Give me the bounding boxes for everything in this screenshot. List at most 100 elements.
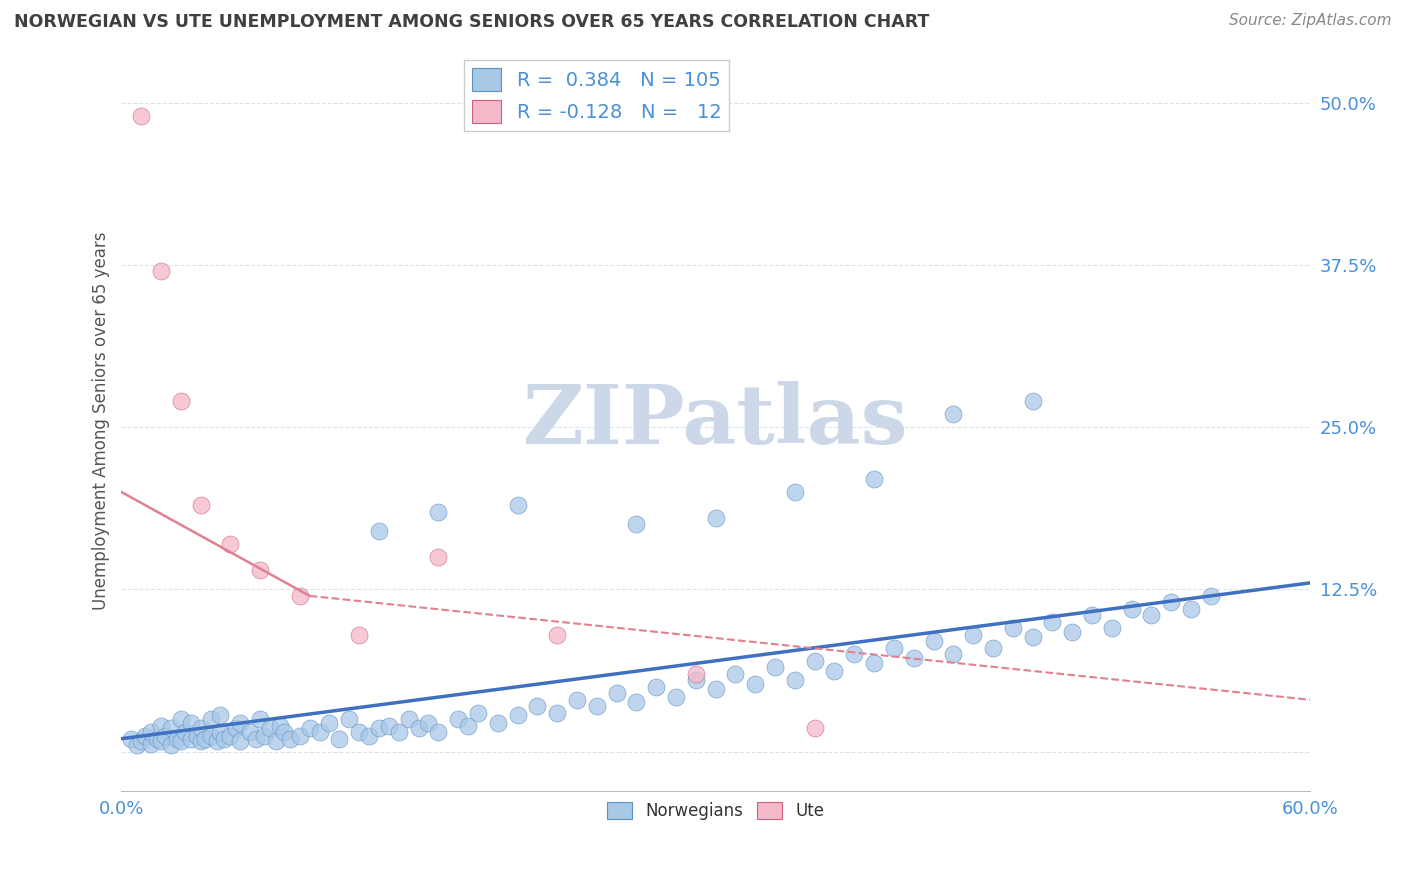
Point (1062, 625, 1084, 640)
Point (308, 725, 330, 739)
Point (626, 695, 648, 709)
Point (942, 407, 965, 421)
Point (398, 712, 420, 726)
Point (153, 729, 176, 743)
Point (585, 699, 607, 714)
Point (229, 734, 252, 748)
Point (783, 673, 806, 688)
Point (704, 682, 727, 697)
Point (288, 729, 311, 743)
Point (200, 729, 222, 743)
Point (526, 699, 548, 714)
Point (273, 725, 295, 739)
Text: ZIPatlas: ZIPatlas (523, 381, 908, 460)
Point (368, 524, 391, 538)
Point (200, 712, 222, 726)
Point (626, 517, 648, 532)
Point (160, 738, 183, 752)
Point (506, 498, 529, 512)
Point (170, 394, 193, 409)
Point (704, 511, 727, 525)
Point (219, 729, 242, 743)
Point (190, 721, 212, 735)
Point (214, 731, 236, 746)
Point (269, 719, 291, 733)
Point (1040, 615, 1063, 629)
Point (685, 673, 707, 688)
Point (883, 640, 905, 655)
Point (150, 719, 173, 733)
Point (259, 721, 281, 735)
Point (1160, 595, 1182, 609)
Point (134, 729, 156, 743)
Point (922, 634, 945, 648)
Point (486, 716, 509, 731)
Point (170, 712, 193, 726)
Point (249, 712, 271, 726)
Point (186, 729, 208, 743)
Point (180, 716, 202, 731)
Point (546, 628, 568, 642)
Point (194, 731, 217, 746)
Point (205, 734, 228, 748)
Point (127, 738, 149, 752)
Point (298, 721, 321, 735)
Point (724, 666, 747, 681)
Point (783, 485, 806, 500)
Point (1180, 602, 1202, 616)
Point (170, 734, 193, 748)
Point (1101, 621, 1123, 635)
Point (347, 628, 370, 642)
Point (467, 706, 489, 720)
Point (645, 680, 668, 694)
Point (427, 504, 450, 518)
Point (278, 731, 301, 746)
Point (328, 731, 350, 746)
Text: Source: ZipAtlas.com: Source: ZipAtlas.com (1229, 13, 1392, 29)
Point (1199, 589, 1222, 603)
Point (763, 660, 786, 674)
Point (190, 734, 212, 748)
Point (863, 657, 886, 671)
Legend: Norwegians, Ute: Norwegians, Ute (600, 795, 831, 827)
Point (844, 648, 866, 662)
Point (249, 563, 271, 577)
Point (347, 725, 370, 739)
Point (565, 692, 588, 706)
Point (318, 716, 340, 731)
Point (209, 708, 232, 723)
Point (288, 589, 311, 603)
Point (150, 734, 173, 748)
Point (942, 648, 965, 662)
Point (150, 264, 173, 278)
Point (824, 664, 846, 678)
Point (146, 731, 169, 746)
Point (129, 734, 152, 748)
Point (1121, 602, 1143, 616)
Point (408, 721, 430, 735)
Point (803, 654, 825, 668)
Point (685, 666, 707, 681)
Point (744, 677, 766, 691)
Point (863, 472, 886, 486)
Point (1021, 631, 1043, 645)
Point (141, 725, 163, 739)
Point (1001, 621, 1024, 635)
Point (903, 651, 925, 665)
Y-axis label: Unemployment Among Seniors over 65 years: Unemployment Among Seniors over 65 years (93, 231, 110, 610)
Point (219, 537, 242, 551)
Point (245, 731, 267, 746)
Point (264, 734, 287, 748)
Point (160, 721, 183, 735)
Point (803, 721, 825, 735)
Point (225, 721, 247, 735)
Point (1140, 608, 1163, 623)
Point (166, 731, 188, 746)
Point (190, 498, 212, 512)
Point (229, 716, 252, 731)
Point (506, 708, 529, 723)
Point (253, 729, 276, 743)
Point (357, 729, 380, 743)
Point (546, 706, 568, 720)
Point (173, 725, 195, 739)
